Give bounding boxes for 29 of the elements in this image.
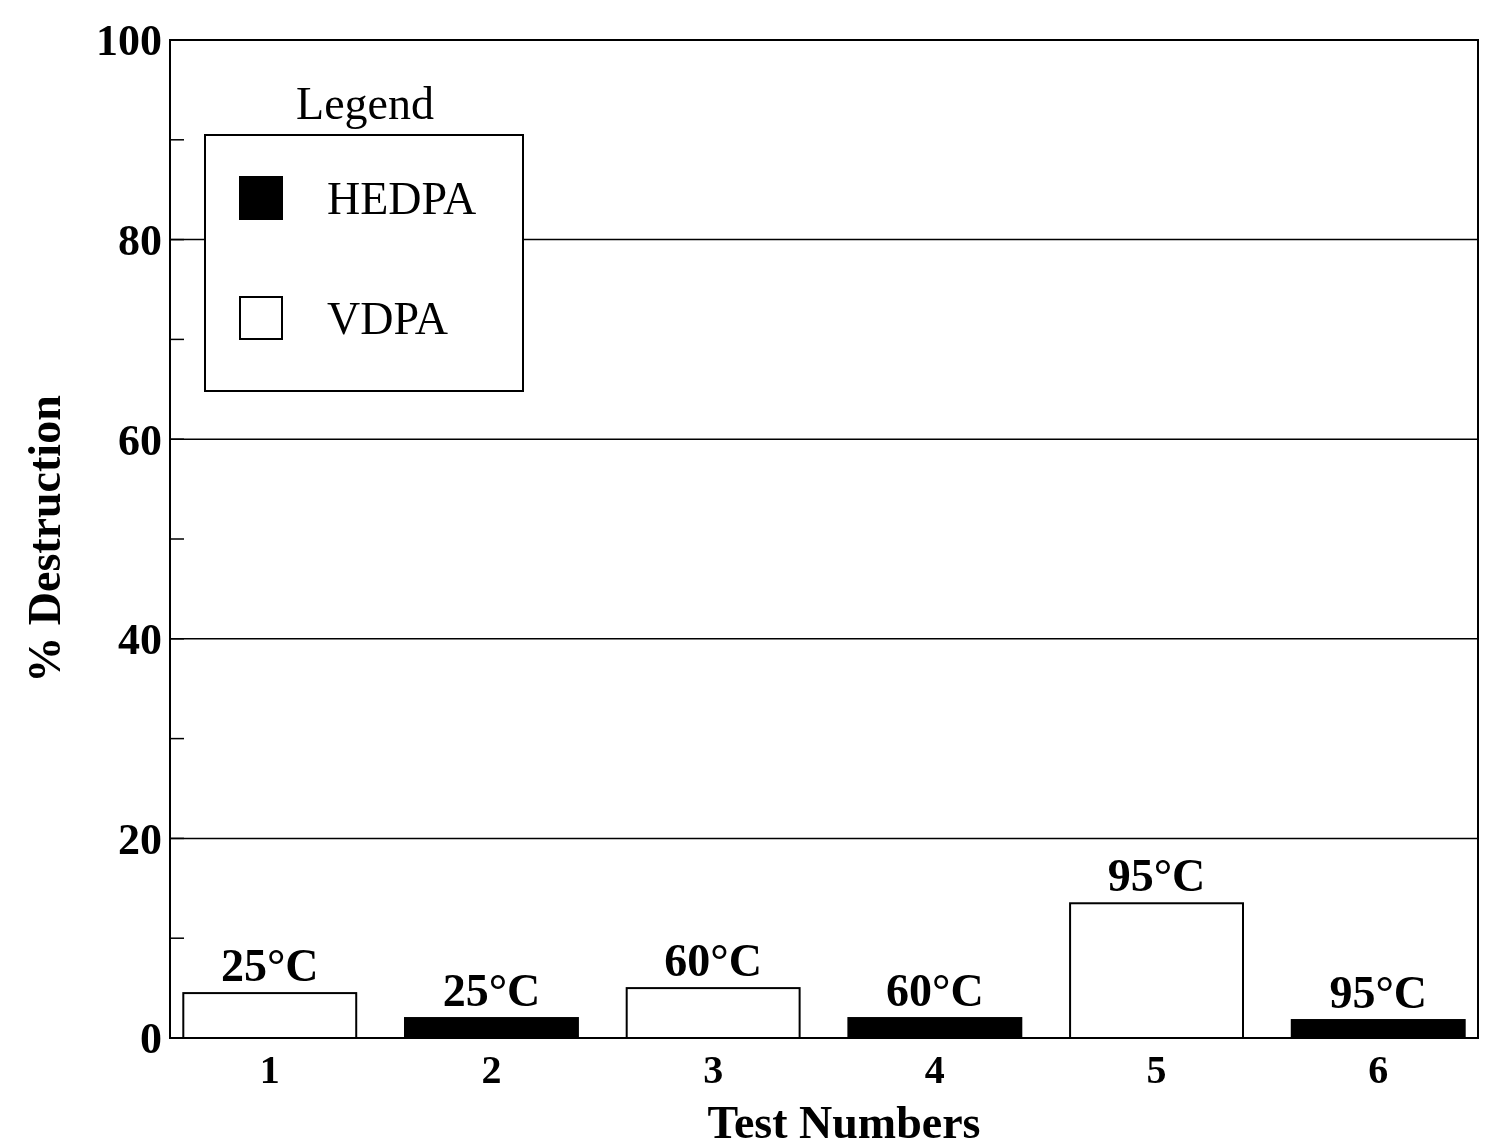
y-tick-label: 60 bbox=[118, 415, 162, 465]
annotation: 60°C bbox=[886, 965, 984, 1017]
x-tick-label: 4 bbox=[924, 1047, 945, 1092]
bar bbox=[847, 1017, 1023, 1039]
x-tick-label: 6 bbox=[1368, 1047, 1389, 1092]
legend-title: Legend bbox=[296, 78, 434, 129]
annotation: 60°C bbox=[664, 935, 762, 987]
bar bbox=[182, 992, 358, 1039]
y-tick-label: 40 bbox=[118, 615, 162, 665]
annotation: 25°C bbox=[220, 940, 319, 992]
annotation: 95°C bbox=[1329, 967, 1428, 1019]
annotation: 95°C bbox=[1107, 850, 1206, 902]
x-axis-title: Test Numbers bbox=[707, 1097, 981, 1146]
y-tick-label: 0 bbox=[140, 1014, 162, 1064]
legend-label: VDPA bbox=[327, 293, 449, 345]
x-tick-label: 5 bbox=[1146, 1047, 1167, 1092]
y-tick-label: 80 bbox=[118, 216, 162, 265]
y-axis-title: % Destruction bbox=[19, 395, 70, 683]
bar bbox=[625, 987, 801, 1039]
bar bbox=[1069, 902, 1244, 1039]
x-tick-label: 2 bbox=[481, 1047, 502, 1092]
bar bbox=[404, 1017, 579, 1039]
x-tick-label: 1 bbox=[259, 1047, 280, 1092]
x-tick-label: 3 bbox=[703, 1047, 724, 1092]
y-tick-label: 100 bbox=[96, 16, 162, 66]
y-tick-label: 20 bbox=[118, 814, 162, 864]
legend-label: HEDPA bbox=[327, 173, 477, 225]
annotation: 25°C bbox=[442, 965, 541, 1017]
bar bbox=[1290, 1019, 1466, 1039]
